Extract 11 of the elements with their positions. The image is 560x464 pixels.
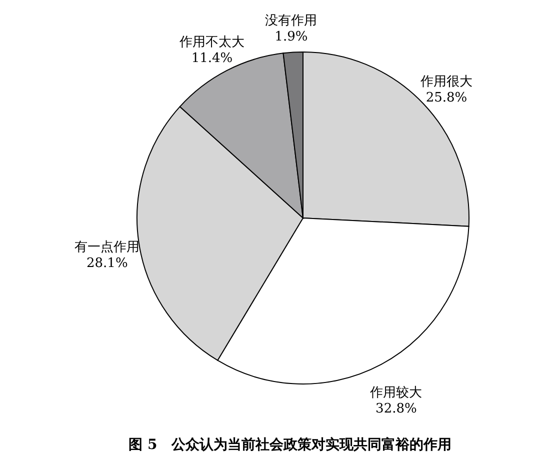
data-label: 11.4% (191, 51, 233, 66)
slice-label: 没有作用 (265, 13, 318, 28)
data-label: 28.1% (86, 256, 128, 272)
data-label: 32.8% (376, 402, 417, 417)
data-label: 25.8% (426, 90, 468, 106)
slice-label: 有一点作用 (74, 240, 140, 256)
slice-label: 作用很大 (419, 74, 472, 90)
slice-label: 作用不太大 (178, 35, 245, 50)
data-label: 1.9% (274, 29, 308, 44)
text: 图 5 公众认为当前社会政策对实现共同富裕的作用 (128, 436, 452, 453)
slice-label: 作用较大 (369, 386, 422, 401)
